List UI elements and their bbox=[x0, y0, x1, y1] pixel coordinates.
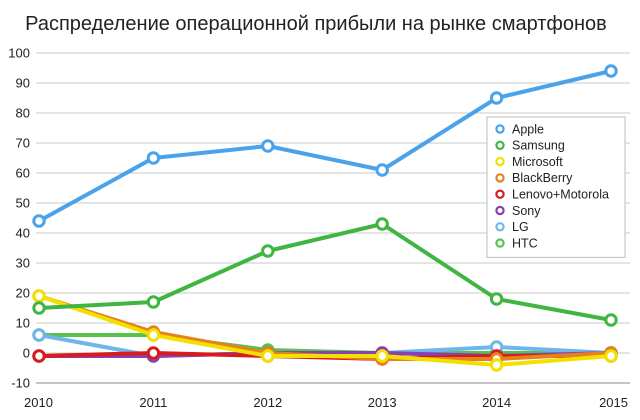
data-point bbox=[32, 328, 46, 342]
legend-marker bbox=[495, 124, 505, 134]
series-line bbox=[37, 294, 613, 367]
data-point bbox=[146, 151, 161, 165]
data-point bbox=[489, 358, 504, 372]
data-point bbox=[32, 289, 46, 303]
data-point bbox=[604, 349, 618, 363]
legend-item: BlackBerry bbox=[495, 171, 573, 185]
legend-item: HTC bbox=[495, 236, 538, 250]
legend-marker bbox=[495, 140, 505, 150]
legend-marker bbox=[495, 238, 505, 248]
data-point bbox=[32, 349, 46, 363]
series-microsoft bbox=[32, 289, 618, 372]
data-point bbox=[146, 328, 161, 342]
x-tick-label: 2014 bbox=[482, 395, 511, 410]
data-point bbox=[604, 64, 618, 78]
data-point bbox=[375, 217, 389, 231]
legend-label: Apple bbox=[512, 122, 544, 136]
data-point bbox=[489, 91, 504, 105]
legend-label: BlackBerry bbox=[512, 171, 573, 185]
data-point bbox=[261, 244, 275, 258]
x-tick-label: 2011 bbox=[139, 395, 167, 410]
y-tick-label: 90 bbox=[16, 76, 30, 91]
y-tick-label: 50 bbox=[16, 196, 30, 211]
legend-item: Apple bbox=[495, 122, 544, 136]
y-tick-label: 100 bbox=[8, 46, 30, 61]
legend-item: Lenovo+Motorola bbox=[495, 188, 609, 202]
data-point bbox=[261, 349, 275, 363]
legend-marker bbox=[495, 156, 505, 167]
legend-label: Sony bbox=[512, 204, 541, 218]
x-tick-label: 2015 bbox=[599, 395, 628, 410]
legend-label: Microsoft bbox=[512, 155, 563, 169]
y-tick-label: 30 bbox=[16, 256, 30, 271]
data-point bbox=[604, 313, 618, 327]
x-axis-ticks: 2010 2011 2012 2013 2014 2015 bbox=[24, 395, 628, 410]
y-tick-label: 0 bbox=[23, 346, 30, 361]
legend-marker bbox=[495, 205, 505, 216]
chart-title: Распределение операционной прибыли на ры… bbox=[25, 13, 607, 35]
data-point bbox=[375, 163, 389, 177]
y-tick-label: 70 bbox=[16, 136, 30, 151]
data-point bbox=[32, 214, 46, 228]
legend-marker bbox=[495, 189, 505, 199]
series-line bbox=[37, 69, 613, 223]
y-tick-label: 40 bbox=[16, 226, 30, 241]
y-tick-label: -10 bbox=[11, 376, 30, 391]
legend-marker bbox=[495, 222, 505, 232]
series-apple bbox=[32, 64, 618, 228]
legend-label: LG bbox=[512, 220, 529, 234]
legend-marker bbox=[495, 173, 505, 183]
data-point bbox=[32, 301, 46, 315]
data-point bbox=[146, 295, 161, 309]
data-point bbox=[375, 349, 389, 363]
legend-item: Sony bbox=[495, 204, 541, 218]
series-line bbox=[37, 222, 613, 322]
legend-item: Samsung bbox=[495, 139, 565, 153]
legend-box bbox=[486, 116, 626, 258]
y-tick-label: 60 bbox=[16, 166, 30, 181]
series-group bbox=[32, 64, 618, 372]
data-point bbox=[489, 292, 504, 306]
legend-label: HTC bbox=[512, 236, 538, 250]
legend-label: Lenovo+Motorola bbox=[512, 188, 609, 202]
legend: Apple Samsung Microsoft BlackBerry Lenovo+Mo… bbox=[486, 116, 626, 258]
data-point bbox=[261, 139, 275, 153]
legend-item: LG bbox=[495, 220, 529, 234]
legend-item: Microsoft bbox=[495, 155, 563, 169]
y-tick-label: 10 bbox=[16, 316, 30, 331]
y-tick-label: 80 bbox=[16, 106, 30, 121]
y-tick-label: 20 bbox=[16, 286, 30, 301]
x-tick-label: 2013 bbox=[368, 395, 397, 410]
series-samsung bbox=[32, 217, 618, 327]
data-point bbox=[146, 346, 161, 360]
x-tick-label: 2012 bbox=[253, 395, 282, 410]
legend-label: Samsung bbox=[512, 139, 565, 153]
y-axis-ticks: -10 0 10 20 30 40 50 60 70 80 90 100 bbox=[8, 46, 30, 391]
x-tick-label: 2010 bbox=[24, 395, 53, 410]
